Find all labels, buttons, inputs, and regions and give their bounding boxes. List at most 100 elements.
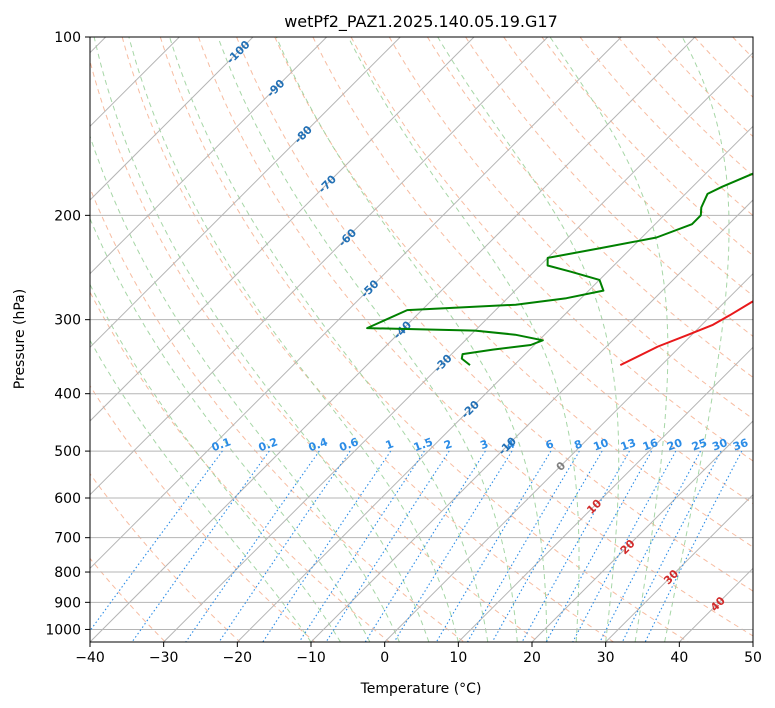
temperature-line [619,300,753,366]
isotherms [90,37,753,642]
x-tick-label: 40 [670,650,688,666]
dry-adiabat [388,37,753,420]
dry-adiabat [350,37,753,462]
y-tick-label: 700 [54,531,81,547]
isotherm-label: 30 [661,567,681,587]
mixing-ratio-label: 30 [710,436,729,454]
y-tick-label: 300 [54,313,81,329]
dry-adiabat [541,37,753,257]
x-axis: −40 −30 −20 −10 0 10 20 30 40 50 [75,642,762,666]
mixing-ratio-line [364,450,486,642]
mixing-ratio-line [393,450,513,642]
mixing-ratio-label: 8 [572,437,584,452]
mixing-ratio-label: 16 [641,436,660,454]
isotherm [90,37,696,642]
dry-adiabat [732,37,753,59]
dry-adiabat [198,37,753,637]
mixing-ratio-label: 0.1 [210,435,233,454]
mixing-ratio-label: 13 [619,436,638,453]
x-tick-label: −40 [75,650,105,666]
y-tick-label: 200 [54,208,81,224]
mixing-ratio-line [599,450,701,642]
x-tick-label: 30 [597,650,615,666]
y-axis-label: Pressure (hPa) [12,289,28,389]
dry-adiabat [274,37,753,548]
moist-adiabat [90,339,312,642]
mixing-ratio-label: 2 [442,437,454,452]
dry-adiabat [694,37,753,98]
x-tick-label: −30 [149,650,179,666]
isotherm [90,37,401,349]
mixing-ratio-label: 25 [690,436,709,453]
isotherm [678,567,753,642]
mixing-ratio-line [467,450,580,642]
y-tick-label: 100 [54,30,81,46]
isotherm [457,346,753,642]
isotherm [236,125,753,642]
moist-adiabat [90,217,371,642]
mixing-ratio-line [572,450,677,642]
plot-area: 0.1 0.2 0.4 0.6 1 1.5 2 3 4 6 8 10 13 16 20 25 30 36-100-… [90,37,775,642]
moist-adiabat [169,37,489,642]
dewpoint-line [366,172,753,366]
mixing-ratio-label: 3 [478,437,490,452]
dry-adiabat [503,37,753,297]
y-tick-label: 500 [54,444,81,460]
dry-adiabat [771,37,775,642]
pressure-gridlines [90,37,753,630]
mixing-ratio-line [218,450,351,642]
isotherm-label: 0 [554,459,569,474]
mixing-ratio-label: 6 [544,437,556,452]
moist-adiabat [90,283,341,642]
x-axis-label: Temperature (°C) [360,681,482,697]
isotherm [90,37,549,496]
plot-frame [89,36,754,643]
isotherm [310,199,753,642]
mixing-ratio-label: 0.2 [257,435,280,454]
mixing-ratio-line [325,450,450,642]
x-tick-label: 10 [449,650,467,666]
y-axis: 100 200 300 400 500 600 700 800 900 1000 [45,30,90,638]
mixing-ratio-line [491,450,603,642]
moist-adiabat [437,37,620,642]
moist-adiabat [275,37,548,642]
isotherm [90,37,254,201]
moist-adiabat [217,37,518,642]
isotherm [605,493,753,642]
mixing-ratio-label: 1.5 [412,435,435,454]
isotherm-label: -80 [292,123,315,146]
isotherm [384,272,753,642]
mixing-ratio-label: 36 [731,436,750,454]
moist-adiabat [549,37,669,642]
mixing-ratio-label: 0.6 [338,435,361,454]
dry-adiabat [312,37,753,505]
mixing-ratio-label: 4 [505,437,517,452]
moist-adiabat [93,37,430,642]
isotherm [90,37,475,422]
x-tick-label: 20 [523,650,541,666]
y-tick-label: 900 [54,595,81,611]
isotherm-label: 20 [618,537,638,557]
dry-adiabat [426,37,753,378]
isotherm-label: -10 [496,434,519,457]
moist-adiabat [664,37,730,642]
mixing-ratio-line [435,450,552,642]
isotherm-label: 10 [584,497,604,517]
isotherm-label: -70 [316,172,339,195]
isotherm [752,641,753,642]
dry-adiabat [617,37,753,177]
dry-adiabats [90,37,775,642]
dry-adiabat [90,186,465,642]
y-tick-label: 800 [54,565,81,581]
mixing-ratio-line [621,450,722,642]
y-tick-label: 400 [54,387,81,403]
x-tick-label: −10 [296,650,326,666]
sounding-series [366,172,753,366]
isotherm [90,37,328,275]
mixing-ratio-label: 20 [665,436,684,454]
mixing-ratio-label: 0.4 [307,435,330,454]
isotherm [531,420,753,642]
dry-adiabat [90,291,390,642]
y-tick-label: 1000 [45,622,81,638]
